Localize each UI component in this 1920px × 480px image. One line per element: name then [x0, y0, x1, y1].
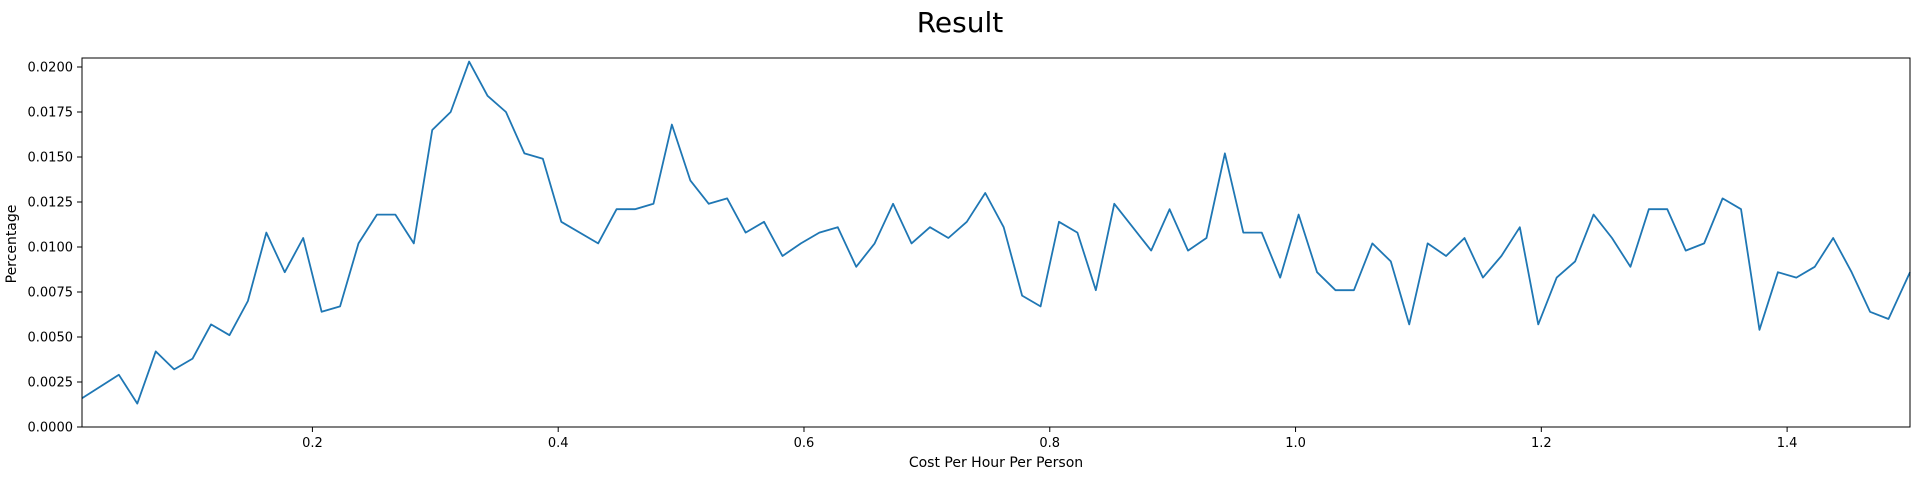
- x-tick-label: 0.4: [548, 436, 569, 451]
- y-tick-label: 0.0150: [28, 151, 74, 166]
- plot-area-frame: [81, 57, 1911, 428]
- y-tick-label: 0.0075: [28, 286, 74, 301]
- y-tick-label: 0.0200: [28, 61, 74, 76]
- y-axis-ticks: 0.0000 0.0025 0.0050 0.0075 0.0100 0.0125 0.01…: [28, 61, 82, 436]
- y-tick-label: 0.0100: [28, 241, 74, 256]
- x-tick-label: 0.6: [794, 436, 815, 451]
- x-axis-label: Cost Per Hour Per Person: [909, 455, 1083, 471]
- x-axis-ticks: 0.2 0.4 0.6 0.8 1.0 1.2 1.4: [302, 427, 1797, 451]
- y-tick-label: 0.0175: [28, 106, 74, 121]
- series-line: [81, 60, 1911, 405]
- y-tick-label: 0.0000: [28, 421, 74, 436]
- y-tick-label: 0.0025: [28, 376, 74, 391]
- x-tick-label: 1.0: [1285, 436, 1306, 451]
- y-axis-label: Percentage: [4, 205, 20, 284]
- x-tick-label: 0.8: [1039, 436, 1060, 451]
- x-tick-label: 0.2: [302, 436, 323, 451]
- x-tick-label: 1.2: [1531, 436, 1552, 451]
- chart-title: Result: [917, 6, 1004, 39]
- x-tick-label: 1.4: [1777, 436, 1798, 451]
- y-tick-label: 0.0125: [28, 196, 74, 211]
- y-tick-label: 0.0050: [28, 331, 74, 346]
